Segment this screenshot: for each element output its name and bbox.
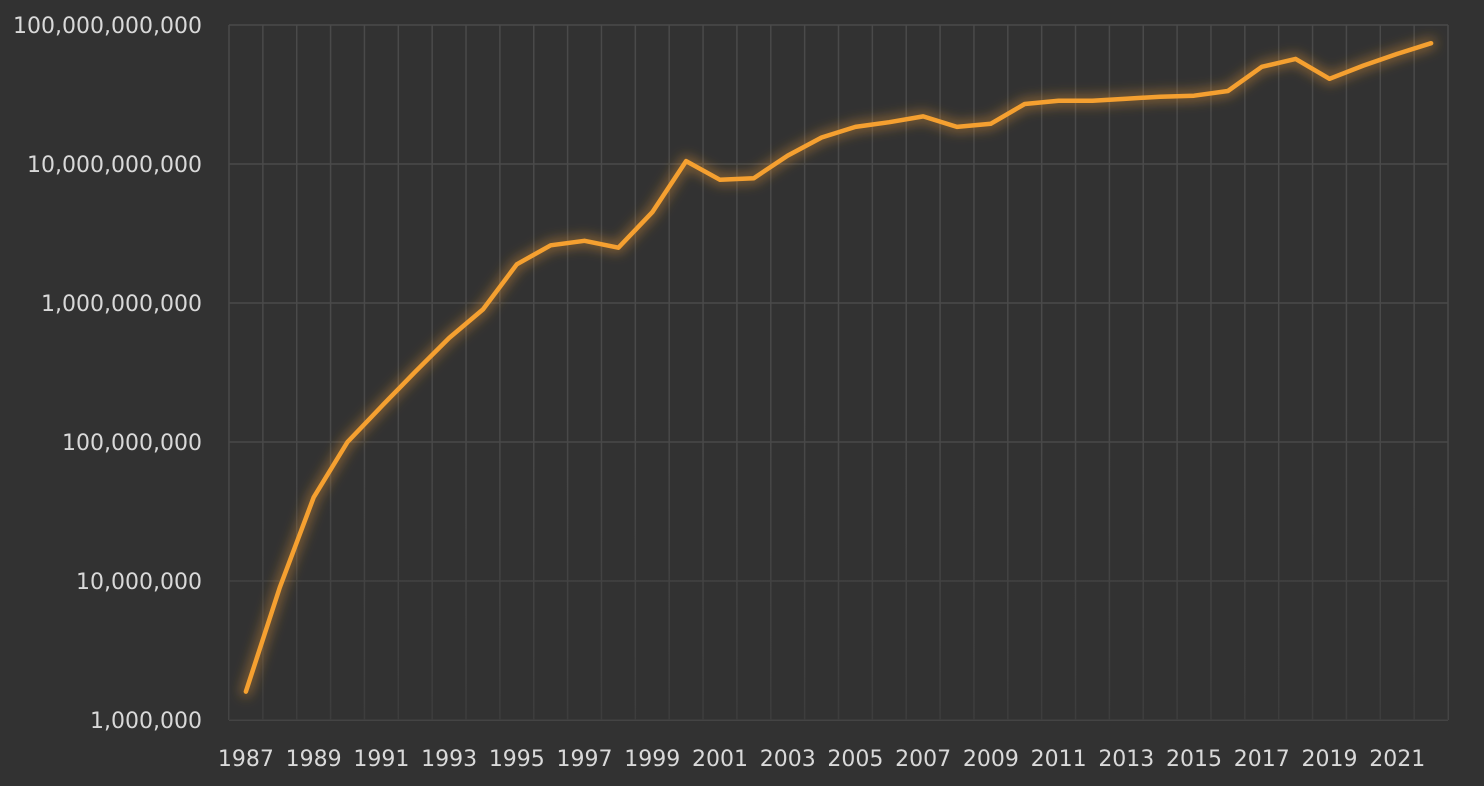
x-tick-label: 2003	[760, 747, 816, 772]
y-tick-label: 1,000,000	[90, 709, 202, 734]
x-tick-label: 2005	[827, 747, 883, 772]
x-tick-label: 1989	[286, 747, 342, 772]
x-tick-label: 1993	[421, 747, 477, 772]
x-tick-label: 1991	[353, 747, 409, 772]
y-tick-label: 10,000,000	[76, 570, 202, 595]
x-tick-label: 1995	[489, 747, 545, 772]
x-tick-label: 2015	[1166, 747, 1222, 772]
y-tick-label: 100,000,000	[62, 431, 202, 456]
x-tick-label: 1999	[624, 747, 680, 772]
x-tick-label: 2021	[1369, 747, 1425, 772]
plot-fade-overlay	[229, 407, 1448, 720]
y-axis-tick-labels: 1,000,000 10,000,000 100,000,000 1,000,000,…	[13, 14, 202, 734]
grid	[228, 24, 1449, 721]
x-tick-label: 2011	[1031, 747, 1087, 772]
x-tick-label: 2009	[963, 747, 1019, 772]
series-layer	[240, 38, 1437, 697]
y-tick-label: 1,000,000,000	[41, 292, 202, 317]
x-tick-label: 1987	[218, 747, 274, 772]
x-tick-label: 1997	[557, 747, 613, 772]
x-tick-label: 2013	[1098, 747, 1154, 772]
series-line	[243, 40, 1434, 694]
x-axis-tick-labels: 1987 1989 1991 1993 1995 1997 1999 2001 2003 2005…	[218, 747, 1425, 772]
y-tick-label: 100,000,000,000	[13, 14, 202, 39]
x-tick-label: 2019	[1301, 747, 1357, 772]
x-tick-label: 2001	[692, 747, 748, 772]
x-tick-label: 2007	[895, 747, 951, 772]
y-tick-label: 10,000,000,000	[27, 153, 202, 178]
x-tick-label: 2017	[1234, 747, 1290, 772]
